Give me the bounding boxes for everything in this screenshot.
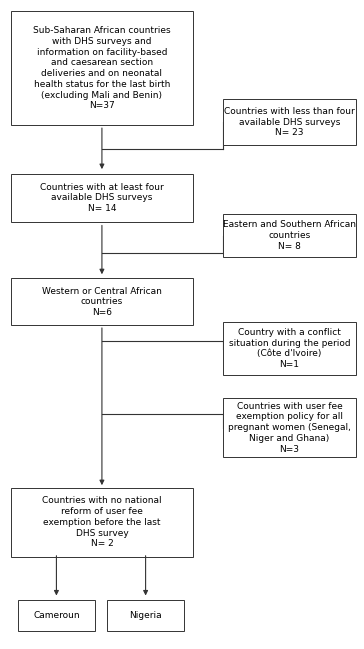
FancyBboxPatch shape <box>107 600 184 631</box>
Text: Eastern and Southern African
countries
N= 8: Eastern and Southern African countries N… <box>223 221 356 251</box>
FancyBboxPatch shape <box>11 174 193 222</box>
FancyBboxPatch shape <box>223 99 356 145</box>
Text: Country with a conflict
situation during the period
(Côte d'Ivoire)
N=1: Country with a conflict situation during… <box>229 328 350 369</box>
Text: Nigeria: Nigeria <box>129 611 162 620</box>
Text: Western or Central African
countries
N=6: Western or Central African countries N=6 <box>42 287 162 317</box>
Text: Sub-Saharan African countries
with DHS surveys and
information on facility-based: Sub-Saharan African countries with DHS s… <box>33 26 171 110</box>
FancyBboxPatch shape <box>11 488 193 556</box>
FancyBboxPatch shape <box>11 278 193 325</box>
FancyBboxPatch shape <box>11 12 193 125</box>
FancyBboxPatch shape <box>18 600 95 631</box>
Text: Cameroun: Cameroun <box>33 611 80 620</box>
Text: Countries with less than four
available DHS surveys
N= 23: Countries with less than four available … <box>224 107 355 137</box>
Text: Countries with at least four
available DHS surveys
N= 14: Countries with at least four available D… <box>40 183 164 213</box>
FancyBboxPatch shape <box>223 398 356 457</box>
Text: Countries with no national
reform of user fee
exemption before the last
DHS surv: Countries with no national reform of use… <box>42 496 162 548</box>
FancyBboxPatch shape <box>223 214 356 256</box>
FancyBboxPatch shape <box>223 322 356 375</box>
Text: Countries with user fee
exemption policy for all
pregnant women (Senegal,
Niger : Countries with user fee exemption policy… <box>228 402 351 454</box>
